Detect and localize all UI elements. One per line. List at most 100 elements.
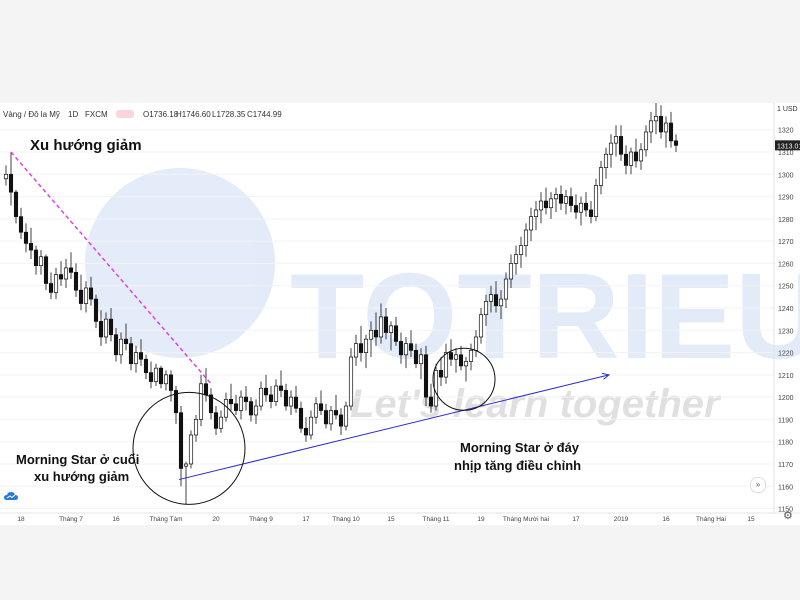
candle-bull [533, 209, 539, 217]
candle-bear [428, 396, 434, 407]
y-tick-label: 1250 [778, 284, 794, 291]
candle-bear [633, 151, 639, 162]
header-interval: 1D [68, 110, 79, 119]
candle-bear [283, 390, 289, 407]
candle-bull [353, 343, 359, 358]
x-tick-label: 17 [302, 516, 310, 523]
candle-bull [453, 354, 459, 360]
candle-bear [293, 396, 299, 409]
candle-bull [288, 396, 294, 407]
annotation-downtrend: Xu hướng giảm [30, 137, 142, 154]
uptrend-arrow-head [602, 372, 611, 380]
candle-bear [98, 321, 104, 338]
uptrend-line [178, 374, 610, 481]
y-tick-label: 1320 [778, 128, 794, 135]
x-tick-label: 18 [17, 516, 25, 523]
x-tick-label: 15 [387, 516, 395, 523]
candle-bull [418, 354, 424, 365]
x-tick-label: Tháng Hai [696, 516, 726, 523]
candle-bull [628, 151, 634, 166]
candle-bear [128, 343, 134, 365]
candle-bear [393, 325, 399, 342]
candle-bear [18, 216, 24, 233]
candles-group [3, 103, 679, 505]
candle-bear [303, 427, 309, 436]
candle-bear [208, 394, 214, 414]
candle-bear [408, 343, 414, 351]
candle-bear [623, 153, 629, 166]
candle-bull [133, 352, 139, 365]
candle-bear [23, 231, 29, 244]
price-axis[interactable]: 1150 1160 1170 1180 1190 1200 1210 1220 1230 1240… [773, 103, 800, 514]
candle-bear [78, 289, 84, 304]
candle-bull [343, 405, 349, 427]
candle-bull [553, 194, 559, 200]
candle-bear [93, 298, 99, 322]
candle-bear [168, 374, 174, 391]
candle-bull [663, 122, 669, 133]
y-tick-label: 1290 [778, 195, 794, 202]
chart-area[interactable]: TOTRIEU Let's learn together 1150 1160 117… [0, 103, 800, 525]
y-tick-label: 1220 [778, 351, 794, 358]
drawing-overlays [10, 151, 611, 505]
morning-star-circle-1 [132, 391, 246, 505]
candle-bull [638, 149, 644, 162]
candle-bull [538, 200, 544, 211]
downtrend-line [10, 151, 212, 385]
morning-star-circle-2 [432, 347, 496, 411]
candle-bull [313, 403, 319, 418]
candle-bull [388, 325, 394, 333]
gear-icon[interactable]: ⚙ [783, 510, 793, 522]
candle-bear [658, 116, 664, 133]
x-tick-label: 16 [112, 516, 120, 523]
header-open: O1736.18 [143, 110, 179, 119]
tradingview-cloud-icon[interactable] [4, 491, 18, 501]
candle-bull [463, 361, 469, 367]
candle-bear [493, 294, 499, 307]
candle-bull [648, 120, 654, 133]
candle-bear [228, 399, 234, 405]
candle-bull [363, 338, 369, 353]
candle-bear [178, 412, 184, 469]
candle-bull [518, 245, 524, 255]
y-tick-label: 1300 [778, 172, 794, 179]
candle-bull [468, 349, 474, 362]
y-tick-label: 1170 [778, 462, 793, 469]
candle-bull [163, 374, 169, 385]
header-exchange: FXCM [85, 110, 108, 119]
y-tick-label: 1200 [778, 395, 794, 402]
x-tick-label: 20 [212, 516, 220, 523]
y-tick-label: 1150 [778, 507, 793, 514]
candle-bear [13, 191, 19, 217]
candle-bear [158, 367, 164, 385]
candle-bull [83, 287, 89, 304]
candlestick-chart[interactable]: TOTRIEU Let's learn together 1150 1160 117… [0, 103, 800, 525]
candle-bear [278, 385, 284, 391]
candle-bull [118, 338, 124, 356]
header-high: H1746.60 [176, 110, 211, 119]
candle-bear [28, 243, 34, 251]
candle-bull [483, 300, 489, 316]
candle-bull [603, 153, 609, 168]
y-tick-label: 1270 [778, 239, 794, 246]
x-tick-label: 17 [572, 516, 580, 523]
x-tick-label: Tháng Tám [149, 516, 182, 523]
time-axis[interactable]: 18 Tháng 7 16 Tháng Tám 20 Tháng 9 17 Tháng 10 1… [0, 512, 800, 523]
candle-bull [378, 316, 384, 338]
candle-bear [243, 396, 249, 402]
annotation-ms1-line2: xu hướng giảm [34, 469, 130, 484]
header-flag-icon [116, 110, 134, 118]
candle-bull [563, 196, 569, 204]
candle-bear [248, 401, 254, 416]
x-tick-label: 15 [747, 516, 755, 523]
candle-bull [63, 267, 69, 280]
candle-bull [608, 142, 614, 155]
candle-bull [653, 116, 659, 122]
scroll-right-icon[interactable]: » [750, 477, 766, 493]
candle-bull [548, 198, 554, 209]
candle-bull [523, 229, 529, 246]
header-low: L1728.35 [212, 110, 246, 119]
candle-bear [48, 283, 54, 293]
candle-bear [203, 383, 209, 396]
y-tick-label: 1260 [778, 261, 794, 268]
